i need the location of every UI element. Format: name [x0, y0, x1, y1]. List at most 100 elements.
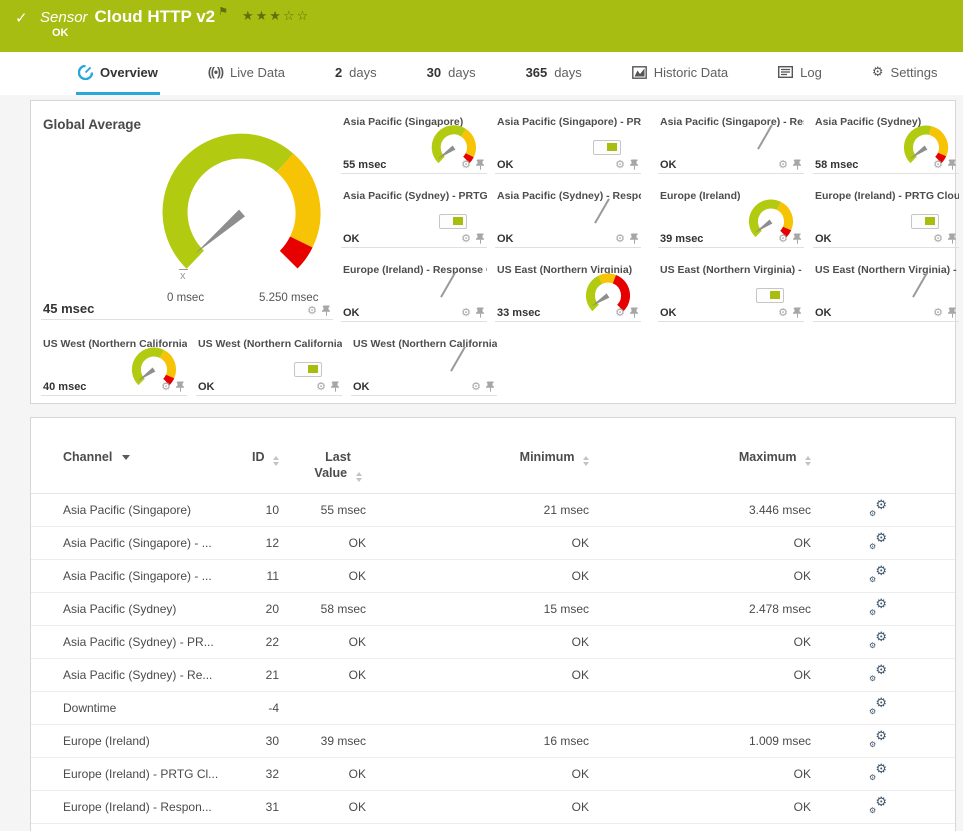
- cell-last-value: OK: [348, 800, 366, 814]
- gear-icon[interactable]: ⚙: [471, 380, 481, 393]
- table-row[interactable]: Europe (Ireland) - Respon... 31 OK OK OK ⚙ ⚙: [31, 791, 955, 824]
- sort-icon[interactable]: [805, 456, 811, 466]
- column-header-max[interactable]: Maximum: [589, 450, 811, 466]
- cell-action-icons: ⚙: [933, 159, 957, 170]
- channel-settings-icon[interactable]: ⚙ ⚙: [869, 497, 887, 518]
- channel-settings-icon[interactable]: ⚙ ⚙: [869, 563, 887, 584]
- pin-icon[interactable]: [176, 381, 185, 392]
- channel-gauge-cell: Asia Pacific (Singapore) - PR... OK ⚙: [495, 111, 641, 174]
- status-check-icon: ✓: [15, 9, 28, 27]
- pin-icon[interactable]: [476, 307, 485, 318]
- table-row[interactable]: Asia Pacific (Singapore) - ... 11 OK OK OK ⚙ ⚙: [31, 560, 955, 593]
- tab-30-days[interactable]: 30 days: [425, 52, 478, 95]
- channel-title: Asia Pacific (Singapore) - PR...: [497, 116, 641, 128]
- channel-settings-icon[interactable]: ⚙ ⚙: [869, 530, 887, 551]
- cell-channel: Asia Pacific (Sydney) - Re...: [63, 668, 213, 682]
- channel-settings-icon[interactable]: ⚙ ⚙: [869, 794, 887, 815]
- gear-icon[interactable]: ⚙: [461, 306, 471, 319]
- needle-indicator: [912, 272, 928, 298]
- gear-icon[interactable]: ⚙: [615, 158, 625, 171]
- needle-indicator: [450, 346, 466, 372]
- table-row[interactable]: Europe (Ireland) - PRTG Cl... 32 OK OK OK ⚙ ⚙: [31, 758, 955, 791]
- sort-icon[interactable]: [355, 471, 362, 482]
- table-row[interactable]: Asia Pacific (Sydney) - Re... 21 OK OK OK ⚙ ⚙: [31, 659, 955, 692]
- sort-icon[interactable]: [273, 456, 279, 466]
- table-row[interactable]: Asia Pacific (Sydney) - PR... 22 OK OK OK ⚙ ⚙: [31, 626, 955, 659]
- gear-icon[interactable]: ⚙: [933, 158, 943, 171]
- gear-icon[interactable]: ⚙: [615, 306, 625, 319]
- pin-icon[interactable]: [630, 233, 639, 244]
- gear-icon[interactable]: ⚙: [778, 232, 788, 245]
- channel-settings-icon[interactable]: ⚙ ⚙: [869, 728, 887, 749]
- global-average-cell: Global Average x 0 msec 5.250 msec 45 ms…: [41, 111, 333, 320]
- table-row[interactable]: Asia Pacific (Singapore) - ... 12 OK OK OK ⚙ ⚙: [31, 527, 955, 560]
- pin-icon[interactable]: [630, 307, 639, 318]
- ok-toggle-indicator: [593, 140, 621, 155]
- pin-icon[interactable]: [486, 381, 495, 392]
- column-header-channel[interactable]: Channel: [63, 450, 223, 464]
- gear-icon[interactable]: ⚙: [933, 306, 943, 319]
- channel-settings-icon[interactable]: ⚙ ⚙: [869, 761, 887, 782]
- tab-historic-data[interactable]: Historic Data: [630, 52, 730, 95]
- tab-2-days[interactable]: 2 days: [333, 52, 379, 95]
- toggle-knob: [308, 365, 318, 373]
- channel-settings-icon[interactable]: ⚙ ⚙: [869, 629, 887, 650]
- cell-action-icons: ⚙: [615, 307, 639, 318]
- gear-icon[interactable]: ⚙: [461, 232, 471, 245]
- gauge-scale-min: 0 msec: [167, 292, 205, 304]
- cell-maximum: OK: [793, 536, 811, 550]
- settings-gear-icon: ⚙: [871, 64, 884, 80]
- gear-icon[interactable]: ⚙: [316, 380, 326, 393]
- table-row[interactable]: Asia Pacific (Sydney) 20 58 msec 15 msec 2.4…: [31, 593, 955, 626]
- gear-icon[interactable]: ⚙: [461, 158, 471, 171]
- pin-icon[interactable]: [793, 233, 802, 244]
- channel-settings-icon[interactable]: ⚙ ⚙: [869, 695, 887, 716]
- sort-desc-icon[interactable]: [121, 455, 130, 460]
- channel-settings-icon[interactable]: ⚙ ⚙: [869, 662, 887, 683]
- star-rating[interactable]: ★★★☆☆: [242, 9, 311, 24]
- tab-overview[interactable]: Overview: [76, 52, 160, 95]
- tab-365-days[interactable]: 365 days: [524, 52, 584, 95]
- flag-icon[interactable]: ⚑: [218, 5, 228, 18]
- cell-action-icons: ⚙: [778, 233, 802, 244]
- channel-gauge: [579, 270, 637, 325]
- gear-icon[interactable]: ⚙: [307, 304, 317, 317]
- pin-icon[interactable]: [948, 307, 957, 318]
- channel-gauge: [425, 122, 483, 177]
- column-header-last[interactable]: Last Value: [279, 450, 366, 482]
- pin-icon[interactable]: [331, 381, 340, 392]
- pin-icon[interactable]: [476, 233, 485, 244]
- gear-icon[interactable]: ⚙: [161, 380, 171, 393]
- pin-icon[interactable]: [948, 159, 957, 170]
- pin-icon[interactable]: [630, 159, 639, 170]
- cell-id: 32: [265, 767, 279, 781]
- table-row[interactable]: Asia Pacific (Singapore) 10 55 msec 21 msec…: [31, 494, 955, 527]
- pin-icon[interactable]: [948, 233, 957, 244]
- sort-icon[interactable]: [583, 456, 589, 466]
- channel-settings-icon[interactable]: ⚙ ⚙: [869, 596, 887, 617]
- pin-icon[interactable]: [793, 307, 802, 318]
- channel-value: 55 msec: [343, 159, 387, 171]
- pin-icon[interactable]: [476, 159, 485, 170]
- table-row[interactable]: Europe (Ireland) 30 39 msec 16 msec 1.009 ms…: [31, 725, 955, 758]
- table-row[interactable]: Downtime -4 ⚙ ⚙: [31, 692, 955, 725]
- cell-action-icons: ⚙: [471, 381, 495, 392]
- cell-maximum: OK: [793, 800, 811, 814]
- channel-gauge-cell: Europe (Ireland) - PRTG Cloud... OK ⚙: [813, 185, 959, 248]
- pin-icon[interactable]: [322, 305, 331, 316]
- channel-title: US East (Northern Virginia) - ...: [815, 264, 959, 276]
- cell-action-icons: ⚙: [778, 307, 802, 318]
- cell-last-value: 58 msec: [320, 602, 366, 616]
- channel-gauge-cell: US West (Northern California)... OK ⚙: [351, 333, 497, 396]
- tab-settings[interactable]: ⚙ Settings: [870, 52, 940, 95]
- gear-icon[interactable]: ⚙: [615, 232, 625, 245]
- cell-tools: ⚙ ⚙: [811, 794, 955, 817]
- gear-icon[interactable]: ⚙: [778, 306, 788, 319]
- gear-icon[interactable]: ⚙: [933, 232, 943, 245]
- column-header-id[interactable]: ID: [223, 450, 279, 466]
- pin-icon[interactable]: [793, 159, 802, 170]
- tab-log[interactable]: Log: [776, 52, 824, 95]
- column-header-min[interactable]: Minimum: [366, 450, 589, 466]
- tab-live-data[interactable]: ((•)) Live Data: [206, 52, 287, 95]
- gear-icon[interactable]: ⚙: [778, 158, 788, 171]
